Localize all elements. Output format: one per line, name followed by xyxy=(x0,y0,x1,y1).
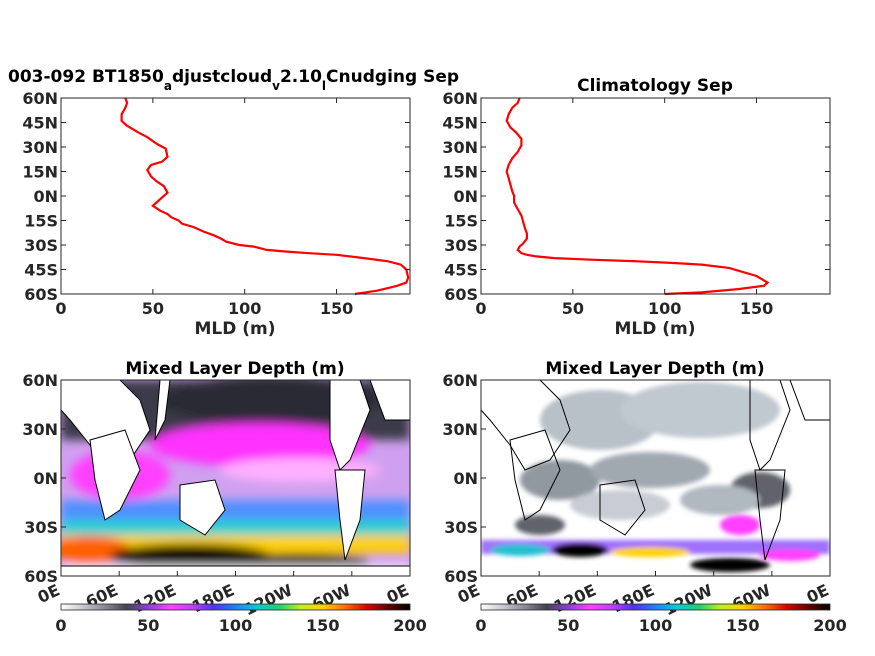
panel-4-ytick-label: 0N xyxy=(453,469,478,488)
panel-4-xtick-label: 120W xyxy=(661,580,716,619)
panel-3-colorbar xyxy=(60,603,411,611)
panel-2-ytick-label: 30N xyxy=(442,138,478,157)
panel-1-ytick-label: 15S xyxy=(24,212,58,231)
panel-3-colorbar-tick-label: 0 xyxy=(55,616,66,635)
panel-1-xtick-label: 100 xyxy=(228,299,261,318)
panel-1-ytick-label: 0N xyxy=(33,187,58,206)
panel-3-ytick-label: 0N xyxy=(33,469,58,488)
panel-1-ytick-label: 30N xyxy=(22,138,58,157)
panel-1-ytick-label: 30S xyxy=(24,236,58,255)
panel-3-colorbar-tick-label: 150 xyxy=(306,616,339,635)
panel-4-map: Mixed Layer Depth (m) xyxy=(442,359,846,635)
panel-2-ytick-label: 30S xyxy=(444,236,478,255)
panel-2-xlabel: MLD (m) xyxy=(614,319,695,339)
panel-2-xtick-label: 50 xyxy=(562,299,584,318)
panel-4-title: Mixed Layer Depth (m) xyxy=(545,359,764,379)
panel-4-colorbar-tick-label: 0 xyxy=(475,616,486,635)
panel-3-ytick-label: 30N xyxy=(22,420,58,439)
panel-3-colorbar-tick-label: 100 xyxy=(219,616,252,635)
panel-2-series-line xyxy=(505,97,770,296)
panel-4-ytick-label: 30N xyxy=(442,420,478,439)
panel-2-ytick-label: 60S xyxy=(444,285,478,304)
panel-3-ytick-label: 60N xyxy=(22,371,58,390)
panel-3-xtick-label: 0E xyxy=(384,580,412,607)
panel-4-colorbar xyxy=(480,603,831,611)
panel-1-ytick-label: 60N xyxy=(22,89,58,108)
panel-2-title: Climatology Sep xyxy=(577,76,733,96)
panel-1-xtick-label: 0 xyxy=(55,299,66,318)
panel-1-ytick-label: 15N xyxy=(22,163,58,182)
panel-3-ytick-label: 60S xyxy=(24,567,58,586)
panel-4-xtick-label: 120E xyxy=(551,580,599,616)
panel-4-xtick-label: 180E xyxy=(609,580,657,616)
panel-4-colorbar-tick-label: 150 xyxy=(726,616,759,635)
panel-1-xtick-label: 50 xyxy=(142,299,164,318)
panel-3-colorbar-tick-label: 50 xyxy=(137,616,159,635)
panel-2-ytick-label: 0N xyxy=(453,187,478,206)
panel-1-xlabel: MLD (m) xyxy=(194,319,275,339)
panel-4-colorbar-tick-label: 50 xyxy=(557,616,579,635)
panel-2-ytick-label: 60N xyxy=(442,89,478,108)
panel-4-field xyxy=(481,380,830,576)
panel-1-ytick-label: 60S xyxy=(24,285,58,304)
panel-1-line-plot: 003-092 BT1850adjustcloudv2.10lCnudging … xyxy=(8,67,459,339)
panel-4-colorbar-tick-label: 100 xyxy=(639,616,672,635)
panel-1-series-line xyxy=(120,97,410,296)
panel-4-xtick-label: 0E xyxy=(804,580,832,607)
panel-3-map: Mixed Layer Depth (m) xyxy=(22,359,426,635)
panel-1-xtick-label: 150 xyxy=(320,299,353,318)
panel-2-ytick-label: 45N xyxy=(442,114,478,133)
panel-2-ytick-label: 45S xyxy=(444,261,478,280)
panel-2-ytick-label: 15N xyxy=(442,163,478,182)
panel-1-ytick-label: 45N xyxy=(22,114,58,133)
panel-2-axes-box xyxy=(480,97,831,295)
panel-1-title: 003-092 BT1850adjustcloudv2.10lCnudging … xyxy=(8,67,459,93)
panel-3-title: Mixed Layer Depth (m) xyxy=(125,359,344,379)
panel-4-ytick-label: 60S xyxy=(444,567,478,586)
panel-2-xtick-label: 0 xyxy=(475,299,486,318)
panel-4-ytick-label: 60N xyxy=(442,371,478,390)
panel-2-xtick-label: 150 xyxy=(740,299,773,318)
panel-3-xtick-label: 180E xyxy=(189,580,237,616)
panel-4-ytick-label: 30S xyxy=(444,518,478,537)
panel-3-xtick-label: 120E xyxy=(131,580,179,616)
panel-4-colorbar-tick-label: 200 xyxy=(813,616,846,635)
panel-3-xtick-label: 120W xyxy=(241,580,296,619)
panel-2-ytick-label: 15S xyxy=(444,212,478,231)
panel-2-xtick-label: 100 xyxy=(648,299,681,318)
panel-3-field xyxy=(61,380,410,576)
panel-3-colorbar-tick-label: 200 xyxy=(393,616,426,635)
panel-1-ytick-label: 45S xyxy=(24,261,58,280)
panel-3-ytick-label: 30S xyxy=(24,518,58,537)
panel-2-line-plot: Climatology Sep 60N 45N 30N 15N 0N 15S 30S 45S 6… xyxy=(442,76,831,339)
panel-1-axes-box xyxy=(60,97,411,295)
